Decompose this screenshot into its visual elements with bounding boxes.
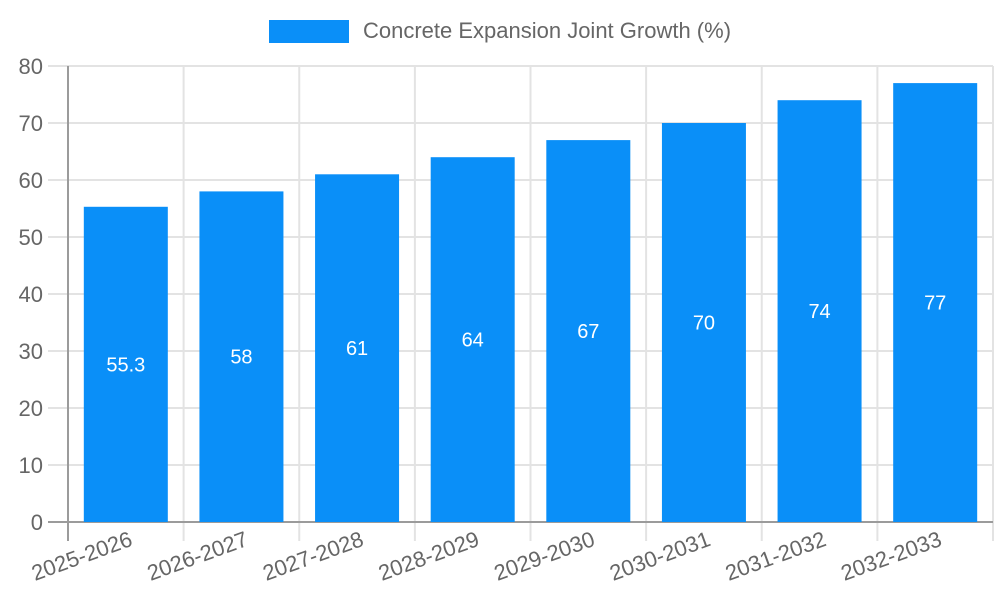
y-tick-label: 70 — [19, 111, 43, 136]
bar[interactable] — [315, 174, 400, 523]
bar-value-label: 67 — [577, 321, 599, 343]
bar-value-label: 74 — [808, 301, 830, 323]
x-tick-label: 2032-2033 — [837, 526, 944, 585]
x-tick-label: 2030-2031 — [606, 526, 713, 585]
legend-label: Concrete Expansion Joint Growth (%) — [362, 18, 732, 43]
bar[interactable] — [893, 83, 978, 522]
bar[interactable] — [199, 191, 284, 522]
bar-value-label: 55.3 — [106, 354, 145, 376]
x-tick-label: 2029-2030 — [491, 526, 598, 585]
legend-item[interactable]: Concrete Expansion Joint Growth (%) — [268, 18, 732, 44]
y-tick-label: 40 — [19, 282, 43, 307]
bar[interactable] — [777, 100, 862, 522]
x-tick-label: 2027-2028 — [259, 526, 366, 585]
legend: Concrete Expansion Joint Growth (%) — [0, 18, 1000, 44]
bar-value-label: 77 — [924, 293, 946, 315]
bar-value-label: 70 — [693, 313, 715, 335]
bar[interactable] — [430, 157, 515, 522]
bar-value-label: 58 — [230, 347, 252, 369]
y-tick-label: 50 — [19, 225, 43, 250]
bar-value-label: 64 — [462, 330, 484, 352]
bar-value-label: 61 — [346, 338, 368, 360]
y-tick-label: 30 — [19, 339, 43, 364]
x-tick-label: 2028-2029 — [375, 526, 482, 585]
y-tick-label: 20 — [19, 396, 43, 421]
y-tick-label: 10 — [19, 453, 43, 478]
legend-swatch-icon — [268, 19, 349, 43]
bar[interactable] — [661, 123, 746, 522]
y-tick-label: 80 — [19, 54, 43, 79]
x-tick-label: 2031-2032 — [722, 526, 829, 585]
y-tick-label: 0 — [31, 510, 43, 535]
x-tick-label: 2026-2027 — [144, 526, 251, 585]
x-tick-label: 2025-2026 — [28, 526, 135, 585]
bar[interactable] — [546, 140, 631, 522]
y-tick-label: 60 — [19, 168, 43, 193]
bar[interactable] — [83, 206, 168, 523]
